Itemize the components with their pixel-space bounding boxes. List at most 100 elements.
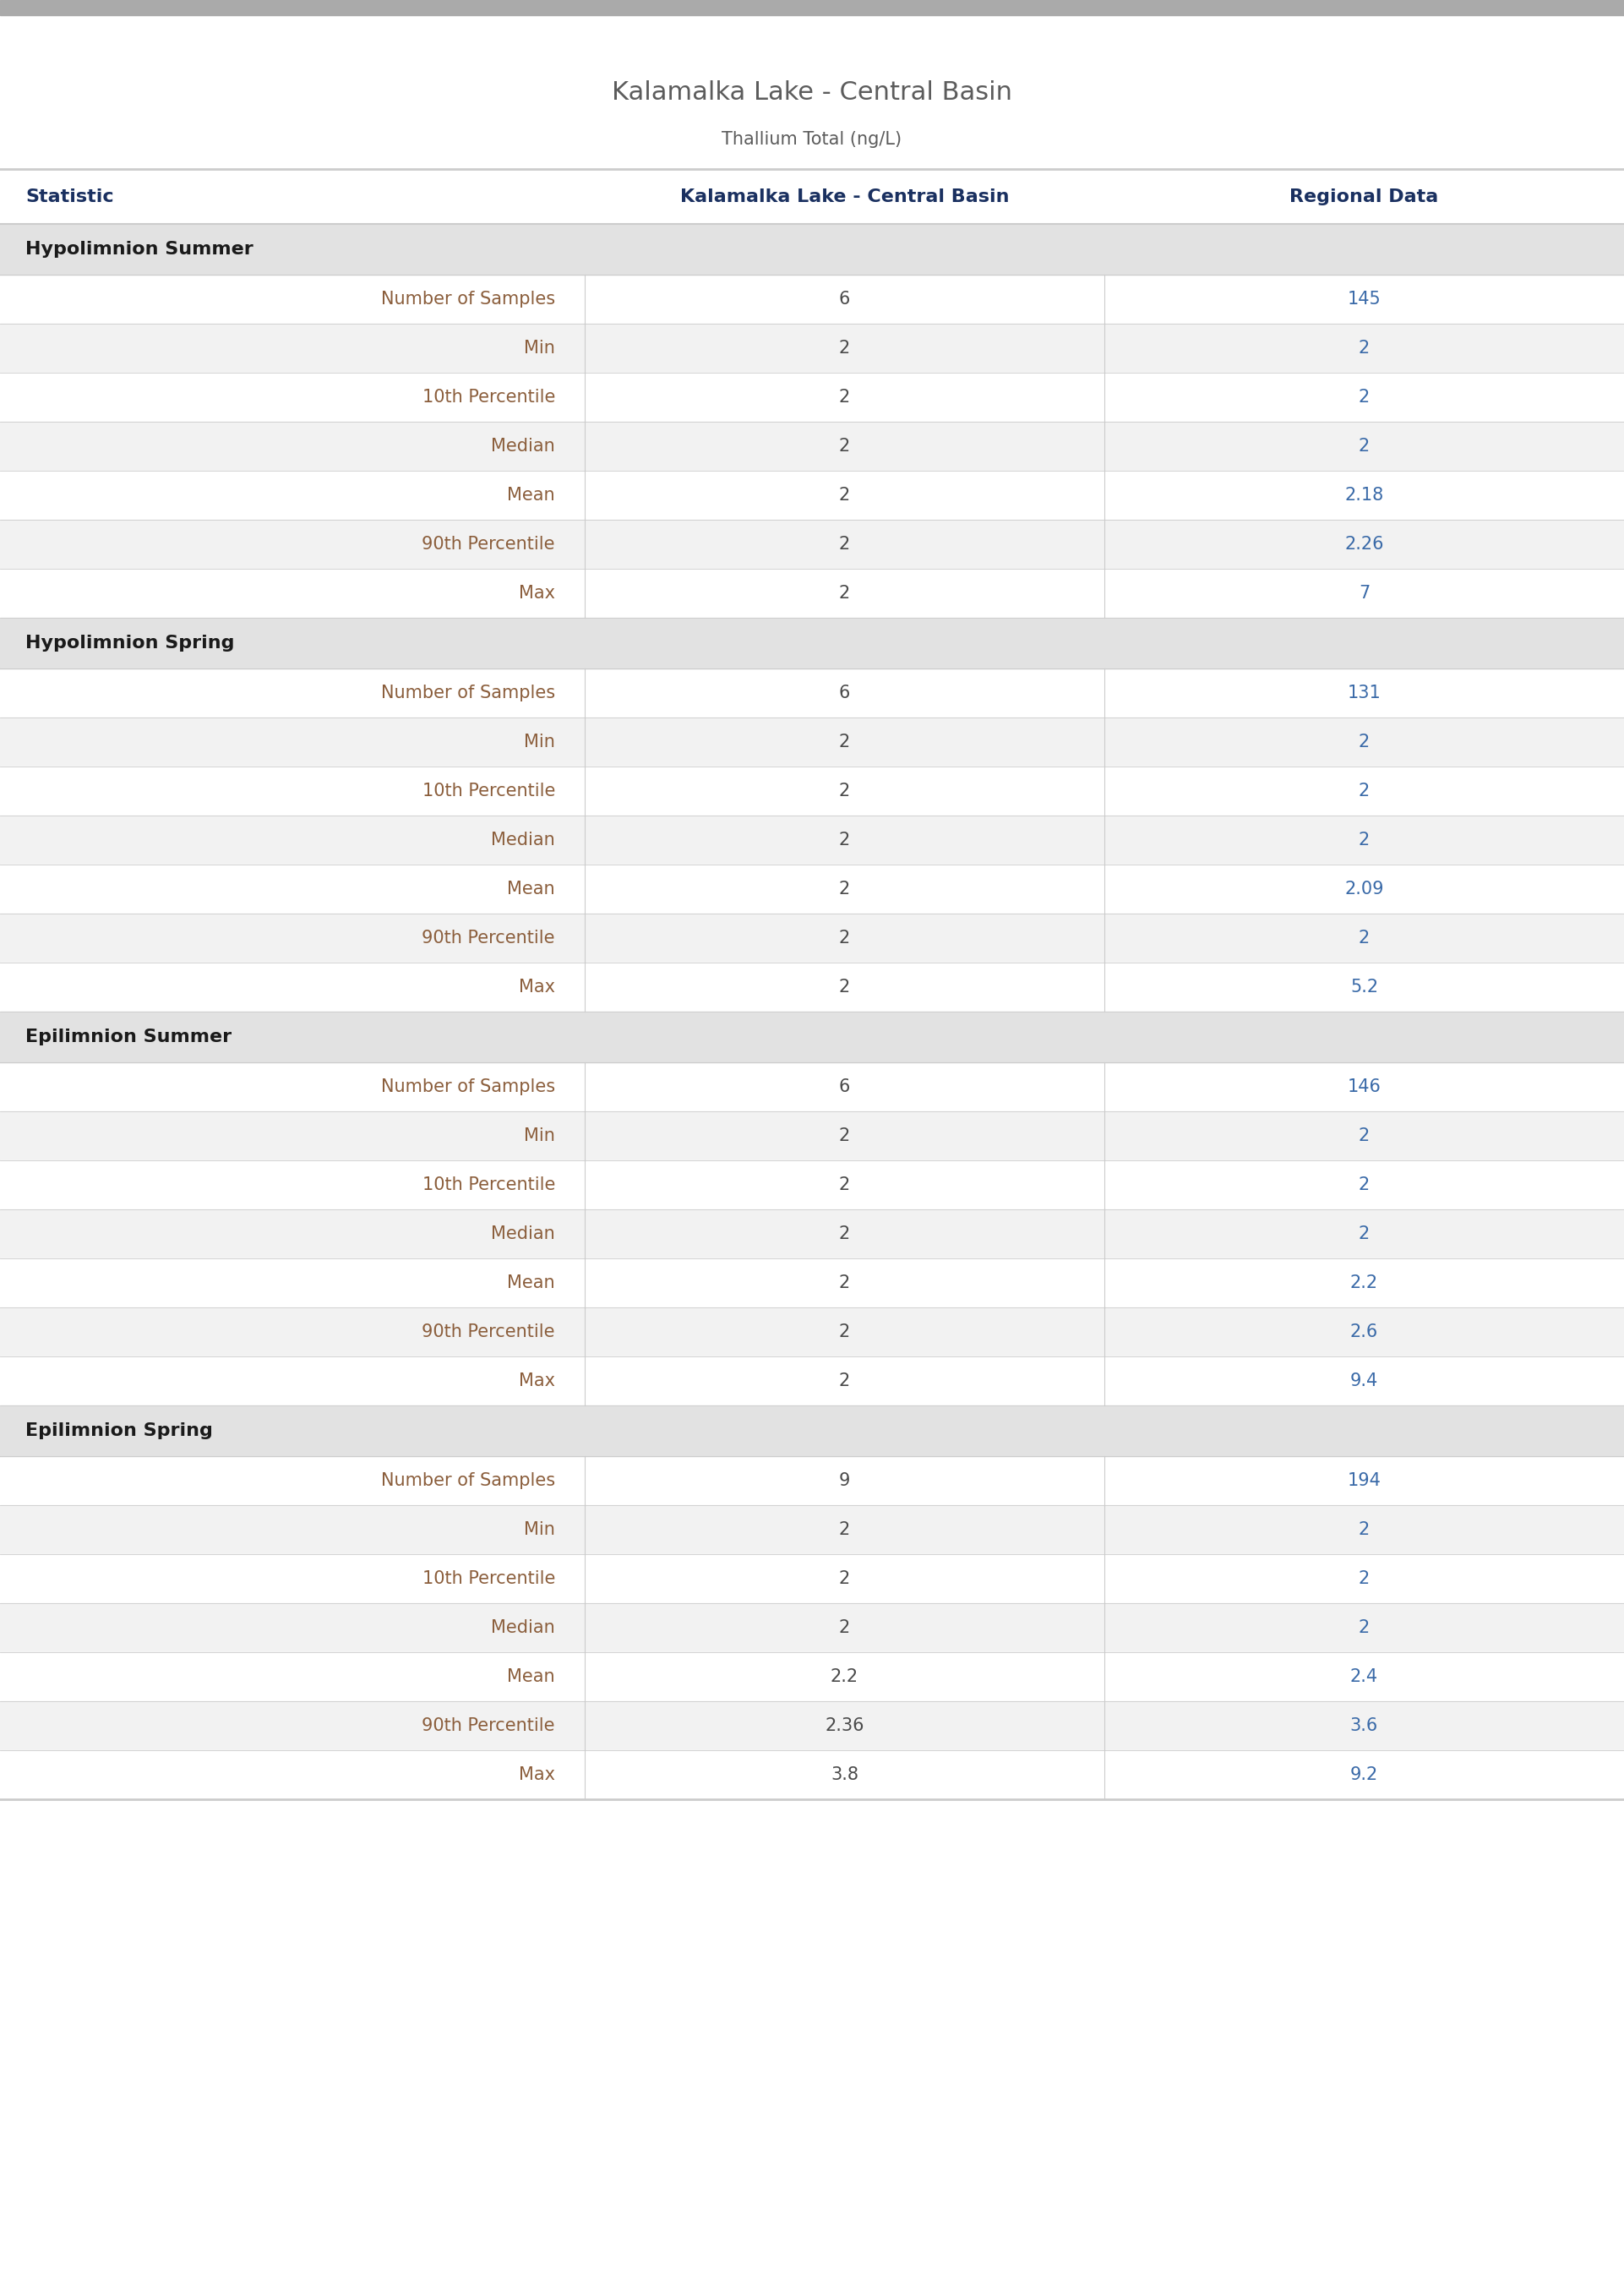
Text: 194: 194 <box>1348 1473 1380 1489</box>
Text: 2: 2 <box>840 1619 849 1637</box>
Text: 10th Percentile: 10th Percentile <box>422 783 555 799</box>
Text: Mean: Mean <box>507 1668 555 1684</box>
Bar <box>0 617 1624 667</box>
Text: Max: Max <box>518 1373 555 1389</box>
Text: 2: 2 <box>1359 1571 1369 1587</box>
Text: Mean: Mean <box>507 486 555 504</box>
Bar <box>0 520 1624 570</box>
Bar <box>0 1308 1624 1357</box>
Text: 2: 2 <box>1359 1128 1369 1144</box>
Bar <box>0 570 1624 617</box>
Text: 2: 2 <box>1359 733 1369 751</box>
Text: 2.4: 2.4 <box>1350 1668 1379 1684</box>
Text: 2: 2 <box>1359 388 1369 406</box>
Bar <box>0 1653 1624 1700</box>
Text: 10th Percentile: 10th Percentile <box>422 1176 555 1194</box>
Text: 2: 2 <box>840 733 849 751</box>
Text: 2.36: 2.36 <box>825 1718 864 1734</box>
Text: 2: 2 <box>1359 340 1369 356</box>
Bar <box>0 767 1624 815</box>
Bar <box>0 1258 1624 1308</box>
Text: 2: 2 <box>1359 1521 1369 1539</box>
Text: 2: 2 <box>840 340 849 356</box>
Text: 9.2: 9.2 <box>1350 1766 1379 1784</box>
Text: 145: 145 <box>1348 291 1380 309</box>
Text: 2: 2 <box>1359 1176 1369 1194</box>
Bar <box>0 1405 1624 1455</box>
Text: 2: 2 <box>840 1373 849 1389</box>
Text: Number of Samples: Number of Samples <box>382 1473 555 1489</box>
Text: 90th Percentile: 90th Percentile <box>422 1718 555 1734</box>
Bar <box>0 865 1624 913</box>
Bar <box>0 1603 1624 1653</box>
Bar <box>0 1210 1624 1258</box>
Text: 3.6: 3.6 <box>1350 1718 1379 1734</box>
Bar <box>0 225 1624 275</box>
Text: Number of Samples: Number of Samples <box>382 686 555 701</box>
Text: 9.4: 9.4 <box>1350 1373 1379 1389</box>
Bar <box>0 1455 1624 1505</box>
Bar <box>0 1062 1624 1112</box>
Text: 2: 2 <box>1359 783 1369 799</box>
Bar <box>0 422 1624 470</box>
Text: Regional Data: Regional Data <box>1289 188 1439 204</box>
Bar <box>0 372 1624 422</box>
Text: Number of Samples: Number of Samples <box>382 1078 555 1096</box>
Text: 90th Percentile: 90th Percentile <box>422 1323 555 1339</box>
Text: Min: Min <box>525 340 555 356</box>
Text: 2: 2 <box>840 438 849 454</box>
Text: 2: 2 <box>1359 1226 1369 1242</box>
Text: 7: 7 <box>1359 586 1369 602</box>
Text: 2: 2 <box>1359 931 1369 947</box>
Text: 6: 6 <box>840 291 849 309</box>
Text: 2: 2 <box>840 1128 849 1144</box>
Text: 2: 2 <box>840 1323 849 1339</box>
Text: 3.8: 3.8 <box>830 1766 859 1784</box>
Bar <box>0 0 1624 16</box>
Text: 2: 2 <box>840 1176 849 1194</box>
Text: Mean: Mean <box>507 1273 555 1292</box>
Bar <box>0 717 1624 767</box>
Bar <box>0 1555 1624 1603</box>
Bar <box>0 1112 1624 1160</box>
Bar <box>0 470 1624 520</box>
Text: 2.6: 2.6 <box>1350 1323 1379 1339</box>
Text: Statistic: Statistic <box>26 188 114 204</box>
Text: Min: Min <box>525 1128 555 1144</box>
Text: 2: 2 <box>840 1521 849 1539</box>
Text: Median: Median <box>490 1226 555 1242</box>
Text: Min: Min <box>525 733 555 751</box>
Text: Median: Median <box>490 438 555 454</box>
Text: 2.18: 2.18 <box>1345 486 1384 504</box>
Text: 131: 131 <box>1348 686 1380 701</box>
Text: 2: 2 <box>840 536 849 552</box>
Text: Max: Max <box>518 1766 555 1784</box>
Text: 2: 2 <box>1359 831 1369 849</box>
Text: 2: 2 <box>840 831 849 849</box>
Text: 10th Percentile: 10th Percentile <box>422 1571 555 1587</box>
Text: Epilimnion Summer: Epilimnion Summer <box>26 1028 232 1046</box>
Bar <box>0 913 1624 962</box>
Bar <box>0 1505 1624 1555</box>
Text: 2: 2 <box>840 1226 849 1242</box>
Bar <box>0 275 1624 325</box>
Text: 2: 2 <box>840 388 849 406</box>
Text: 2: 2 <box>840 978 849 997</box>
Bar <box>0 1357 1624 1405</box>
Bar <box>0 1160 1624 1210</box>
Text: 2.2: 2.2 <box>830 1668 859 1684</box>
Text: Epilimnion Spring: Epilimnion Spring <box>26 1423 213 1439</box>
Text: 2.09: 2.09 <box>1345 881 1384 897</box>
Text: 6: 6 <box>840 686 849 701</box>
Text: 2: 2 <box>840 1273 849 1292</box>
Bar <box>0 325 1624 372</box>
Text: 6: 6 <box>840 1078 849 1096</box>
Bar <box>0 1700 1624 1750</box>
Text: 2.2: 2.2 <box>1350 1273 1379 1292</box>
Bar <box>0 1750 1624 1800</box>
Text: 146: 146 <box>1348 1078 1380 1096</box>
Text: Max: Max <box>518 978 555 997</box>
Text: 5.2: 5.2 <box>1350 978 1379 997</box>
Text: Hypolimnion Summer: Hypolimnion Summer <box>26 241 253 259</box>
Text: 10th Percentile: 10th Percentile <box>422 388 555 406</box>
